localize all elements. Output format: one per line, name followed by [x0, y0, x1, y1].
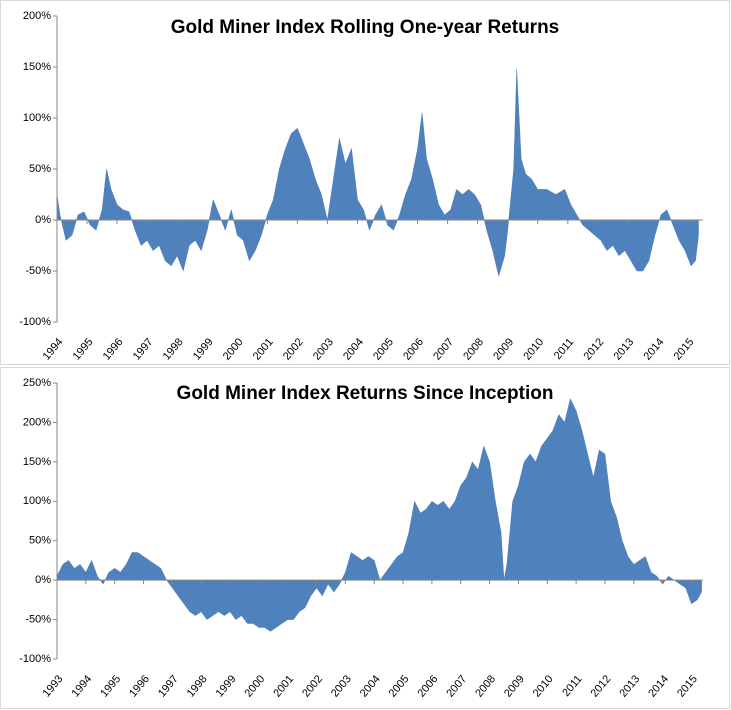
y-tick-label: -100%: [19, 316, 51, 328]
y-tick-label: -100%: [19, 653, 51, 665]
y-tick-label: 0%: [35, 214, 51, 226]
y-tick-label: 150%: [23, 456, 51, 468]
chart-title: Gold Miner Index Returns Since Inception: [177, 383, 554, 404]
y-tick-label: 50%: [29, 163, 51, 175]
area: [56, 398, 702, 632]
y-tick-label: -50%: [25, 265, 51, 277]
y-tick-label: 0%: [35, 574, 51, 586]
y-tick-label: 200%: [23, 416, 51, 428]
y-tick-label: 50%: [29, 535, 51, 547]
area: [56, 68, 699, 278]
y-tick-label: 150%: [23, 61, 51, 73]
panel-border: [0, 0, 730, 365]
y-tick-label: 100%: [23, 112, 51, 124]
y-tick-label: 250%: [23, 377, 51, 389]
y-tick-label: 200%: [23, 10, 51, 22]
y-tick-label: -50%: [25, 613, 51, 625]
chart-title: Gold Miner Index Rolling One-year Return…: [171, 17, 560, 38]
y-tick-label: 100%: [23, 495, 51, 507]
